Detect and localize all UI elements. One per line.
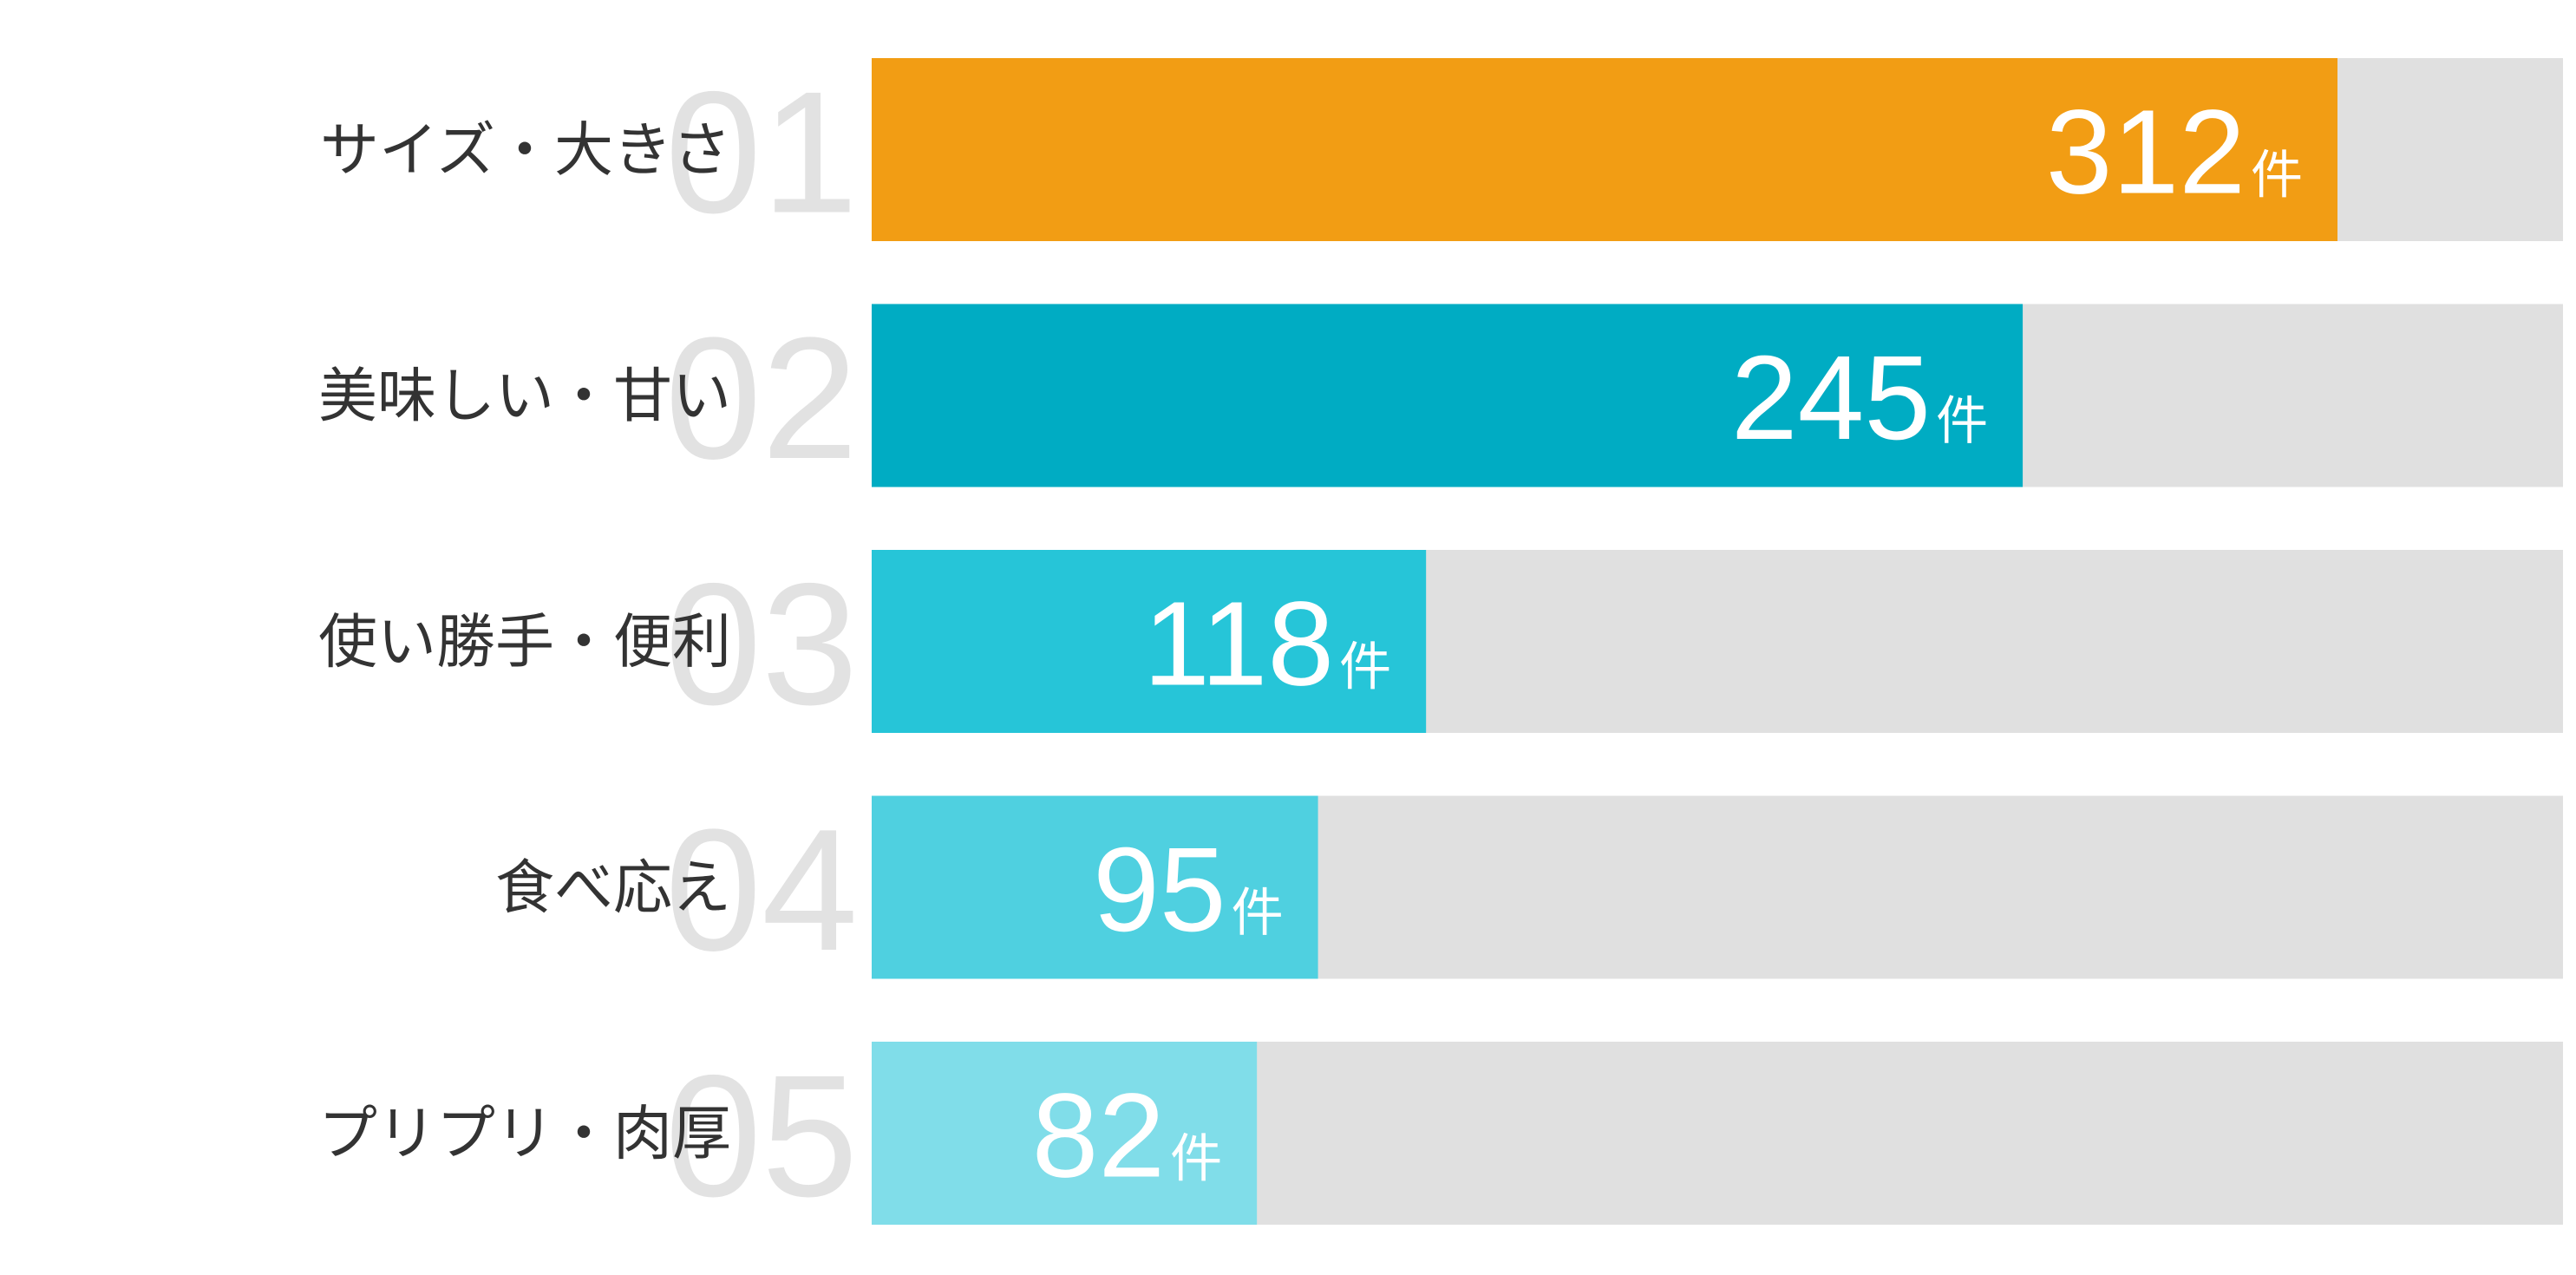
category-label: 使い勝手・便利 [318, 609, 731, 677]
value-label: 82 件 [1032, 1069, 1223, 1203]
value-label: 118 件 [1143, 578, 1391, 711]
value-label: 95 件 [1093, 823, 1284, 957]
value-unit: 件 [1936, 391, 1988, 452]
category-label: 美味しい・甘い [318, 363, 731, 431]
rank-number: 05 [665, 1040, 858, 1233]
bar [872, 550, 1427, 733]
value-number: 82 [1032, 1069, 1166, 1203]
rank-number: 02 [665, 302, 858, 495]
value-unit: 件 [1170, 1129, 1222, 1190]
value-unit: 件 [1339, 638, 1391, 698]
bar [872, 1042, 1258, 1225]
value-unit: 件 [1232, 883, 1284, 944]
rank-number: 03 [665, 548, 858, 742]
category-label: サイズ・大きさ [320, 117, 731, 186]
value-number: 95 [1093, 823, 1226, 957]
category-label: プリプリ・肉厚 [318, 1101, 731, 1169]
bar [872, 304, 2024, 487]
category-label: 食べ応え [495, 854, 731, 923]
bar [872, 58, 2337, 241]
value-unit: 件 [2251, 146, 2303, 206]
value-number: 245 [1731, 331, 1931, 465]
bar [872, 795, 1318, 979]
value-label: 312 件 [2046, 86, 2303, 219]
rank-number: 04 [665, 794, 858, 987]
value-number: 118 [1143, 578, 1334, 711]
rank-number: 01 [665, 56, 858, 250]
value-number: 312 [2046, 86, 2246, 219]
value-label: 245 件 [1731, 331, 1988, 465]
